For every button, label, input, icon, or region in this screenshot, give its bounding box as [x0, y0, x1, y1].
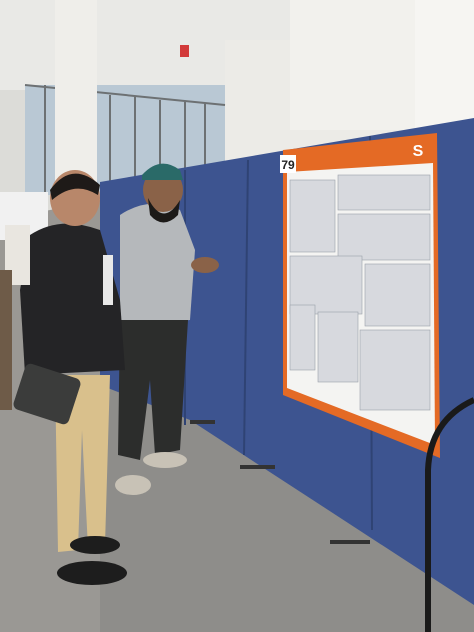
stanchion	[425, 397, 474, 632]
exit-sign	[180, 45, 189, 57]
person-visitor	[13, 170, 127, 585]
person-edge	[0, 270, 12, 410]
poster-number: 79	[281, 158, 295, 172]
poster-logo: S	[413, 143, 424, 160]
pillar	[55, 0, 97, 185]
wall-block	[290, 0, 420, 130]
panel-feet	[190, 420, 370, 544]
poster-panels	[289, 174, 431, 411]
number-tag	[280, 155, 296, 173]
person-presenter	[115, 163, 219, 495]
column	[415, 0, 474, 130]
